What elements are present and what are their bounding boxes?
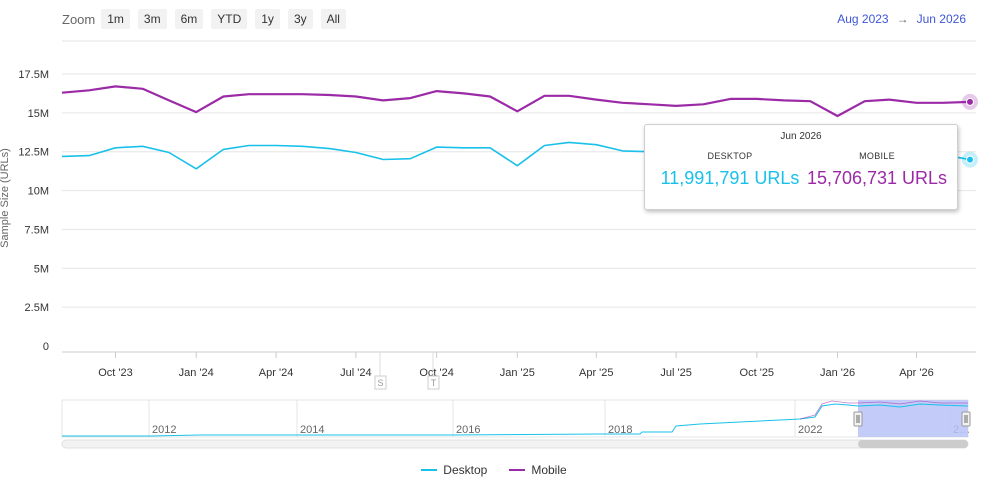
x-tick-label: Jul '25	[660, 367, 691, 379]
range-to[interactable]: Jun 2026	[916, 12, 966, 26]
y-tick-label: 17.5M	[18, 69, 49, 81]
legend-line-icon	[509, 469, 526, 471]
hover-point-mobile	[966, 97, 974, 106]
tooltip: Jun 2026 DESKTOP 11,991,791 URLs MOBILE …	[644, 124, 958, 210]
y-tick-label: 2.5M	[25, 302, 49, 314]
zoom-bar: Zoom 1m 3m 6m YTD 1y 3y All	[62, 8, 354, 30]
navigator-scrollbar-thumb[interactable]	[858, 440, 968, 448]
flag-box	[374, 375, 387, 390]
y-axis-label: Sample Size (URLs)	[0, 148, 11, 248]
x-tick-label: Jul '24	[340, 367, 371, 379]
tooltip-desktop-label: DESKTOP	[707, 151, 753, 161]
hover-point-desktop	[966, 155, 974, 164]
chart-svg[interactable]: 0 2.5M 5M 7.5M 10M 12.5M 15M 17.5M Oct '23 Jan '…	[0, 0, 988, 460]
legend-label: Desktop	[443, 463, 488, 477]
tooltip-desktop-value: 11,991,791 URLs	[660, 168, 800, 188]
navigator-handle[interactable]	[961, 411, 971, 427]
tooltip-mobile-value: 15,706,731 URLs	[806, 168, 948, 188]
legend-item-desktop[interactable]: Desktop	[421, 463, 487, 477]
tooltip-mobile-label: MOBILE	[859, 151, 895, 161]
zoom-3y-button[interactable]: 3y	[287, 9, 313, 29]
y-tick-label: 5M	[34, 263, 49, 275]
x-tick-label: Oct '25	[740, 367, 775, 379]
navigator-scrollbar-track[interactable]	[61, 439, 969, 449]
navigator-year-label: 2012	[152, 424, 176, 436]
navigator-year-label: 2014	[300, 424, 324, 436]
x-tick-label: Apr '25	[579, 367, 614, 379]
legend-line-icon	[421, 469, 438, 471]
zoom-1y-button[interactable]: 1y	[255, 9, 280, 29]
x-tick-label: Apr '24	[259, 367, 294, 379]
range-from[interactable]: Aug 2023	[837, 12, 889, 26]
navigator-mobile-line	[799, 400, 968, 420]
navigator-year-label: 2018	[608, 424, 632, 436]
tooltip-desktop: DESKTOP 11,991,791 URLs	[655, 151, 805, 189]
range-arrow-icon: →	[896, 12, 909, 26]
navigator-frame	[61, 399, 969, 438]
flag-box	[427, 375, 440, 390]
navigator-handle[interactable]	[853, 411, 863, 427]
legend-label: Mobile	[531, 463, 567, 477]
zoom-1m-button[interactable]: 1m	[101, 9, 130, 29]
navigator-year-label: 2022	[798, 424, 822, 436]
zoom-all-button[interactable]: All	[320, 9, 346, 29]
tooltip-date: Jun 2026	[780, 131, 822, 142]
y-tick-label: 0	[43, 341, 49, 353]
x-tick-label: Oct '23	[98, 367, 133, 379]
date-range-display: Aug 2023 → Jun 2026	[837, 12, 966, 26]
y-tick-label: 7.5M	[25, 224, 49, 236]
zoom-6m-button[interactable]: 6m	[174, 9, 204, 29]
y-axis-ticks: 0 2.5M 5M 7.5M 10M 12.5M 15M 17.5M	[18, 69, 49, 353]
tooltip-mobile: MOBILE 15,706,731 URLs	[805, 151, 949, 189]
x-tick-label: Jan '26	[820, 367, 855, 379]
zoom-ytd-button[interactable]: YTD	[211, 9, 248, 29]
navigator-year-label: 2016	[456, 424, 480, 436]
x-tick-label: Apr '26	[899, 367, 934, 379]
legend: Desktop Mobile	[0, 463, 988, 477]
flag-label: T	[431, 378, 437, 388]
x-axis-ticks: Oct '23 Jan '24 Apr '24 Jul '24 Oct '24 Jan '…	[98, 352, 934, 379]
y-tick-label: 15M	[28, 108, 49, 120]
x-tick-label: Jan '24	[179, 367, 214, 379]
legend-item-mobile[interactable]: Mobile	[509, 463, 567, 477]
y-tick-label: 12.5M	[18, 147, 49, 159]
flag-label: S	[377, 378, 383, 388]
zoom-3m-button[interactable]: 3m	[137, 9, 167, 29]
navigator-selection	[858, 400, 968, 437]
zoom-label: Zoom	[62, 11, 96, 27]
y-tick-label: 10M	[28, 186, 49, 198]
navigator-desktop-line	[62, 403, 969, 437]
series-line-mobile	[61, 85, 971, 118]
navigator[interactable]: 201220142016201820222…	[61, 399, 971, 449]
x-tick-label: Jan '25	[500, 367, 535, 379]
